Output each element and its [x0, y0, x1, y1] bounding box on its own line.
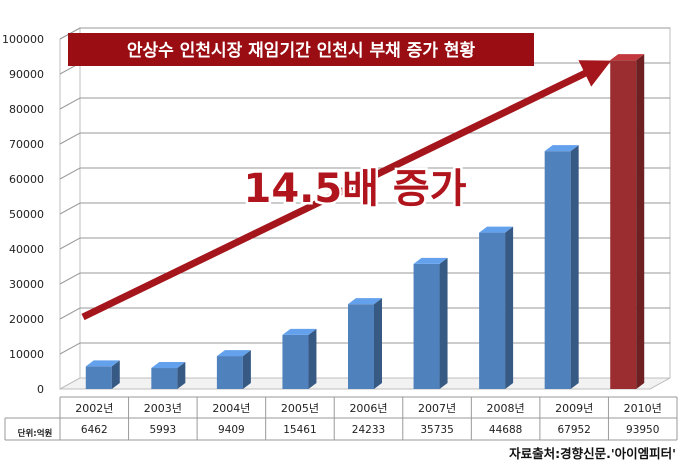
bar-top [544, 145, 579, 152]
bar-top [85, 360, 120, 367]
bar-front [610, 60, 637, 390]
bar-side [308, 328, 317, 389]
gridline [59, 132, 670, 145]
y-tick-label: 20000 [9, 313, 44, 326]
bar-2003년 [151, 362, 186, 389]
bar-front [348, 304, 374, 389]
bar-top [610, 54, 645, 61]
table-value: 15461 [283, 424, 316, 436]
y-tick-label: 70000 [9, 138, 44, 151]
y-tick-label: 40000 [9, 243, 44, 256]
gridline [59, 237, 670, 250]
bar-2002년 [85, 360, 120, 389]
gridline [59, 27, 670, 40]
bar-2008년 [479, 226, 514, 389]
gridline [59, 167, 670, 180]
bar-front [413, 263, 440, 389]
bar-top [413, 257, 448, 264]
gridline [59, 307, 670, 320]
y-tick-label: 80000 [9, 103, 44, 116]
table-value: 35735 [420, 424, 453, 436]
bar-2004년 [216, 350, 251, 389]
table-value: 93950 [626, 424, 659, 436]
table-value: 44688 [489, 424, 522, 436]
bar-2010년 [610, 54, 645, 390]
gridline [59, 202, 670, 215]
x-category-label: 2006년 [349, 402, 387, 415]
bar-top [348, 298, 382, 305]
y-tick-label: 10000 [9, 348, 44, 361]
bar-side [636, 54, 645, 390]
table-value: 6462 [81, 424, 108, 436]
y-tick-label: 0 [37, 383, 44, 396]
increase-annotation: 14.5배 증가 [243, 166, 466, 212]
unit-label: 단위:억원 [18, 428, 53, 439]
x-category-label: 2002년 [75, 402, 113, 415]
y-tick-label: 100000 [2, 33, 44, 46]
gridline [59, 272, 670, 285]
bar-side [242, 350, 251, 389]
chart-title: 안상수 인천시장 재임기간 인천시 부채 증가 현황 [127, 40, 476, 61]
trend-arrow [81, 60, 612, 321]
x-category-label: 2008년 [487, 402, 525, 415]
bar-front [479, 232, 506, 389]
bar-side [111, 360, 120, 389]
data-table: 2002년 6462 2003년 5993 2004년 9409 2005년 15461 200… [4, 396, 678, 441]
y-tick-label: 90000 [9, 68, 44, 81]
bar-top [216, 350, 251, 357]
y-tick-label: 30000 [9, 278, 44, 291]
bar-side [374, 298, 382, 389]
bar-side [505, 226, 514, 389]
bar-2007년 [413, 257, 448, 389]
bar-2009년 [544, 145, 579, 389]
chart-title-box: 안상수 인천시장 재임기간 인천시 부채 증가 현황 [68, 33, 534, 66]
bar-2005년 [282, 328, 317, 389]
bar-side [439, 257, 448, 389]
bar-front [282, 334, 309, 389]
bar-front [85, 366, 112, 389]
x-category-label: 2009년 [555, 402, 593, 415]
bar-top [151, 362, 186, 369]
bar-side [177, 362, 186, 389]
y-tick-label: 60000 [9, 173, 44, 186]
table-value: 5993 [149, 424, 176, 436]
x-category-label: 2007년 [418, 402, 456, 415]
bar-front [544, 151, 571, 389]
bar-2006년 [348, 298, 382, 389]
table-value: 67952 [557, 424, 590, 436]
bar-front [216, 356, 243, 389]
x-category-label: 2004년 [212, 402, 250, 415]
x-category-label: 2010년 [624, 402, 662, 415]
bar-front [151, 368, 178, 389]
x-category-label: 2005년 [281, 402, 319, 415]
bar-side [570, 145, 579, 389]
gridline [59, 342, 670, 355]
bar-top [479, 226, 514, 233]
x-category-label: 2003년 [144, 402, 182, 415]
gridline [59, 97, 670, 110]
table-value: 24233 [352, 424, 385, 436]
table-value: 9409 [218, 424, 245, 436]
bar-top [282, 328, 317, 335]
source-note: 자료출처:경향신문.'아이엠피터' [509, 446, 676, 461]
y-tick-label: 50000 [9, 208, 44, 221]
